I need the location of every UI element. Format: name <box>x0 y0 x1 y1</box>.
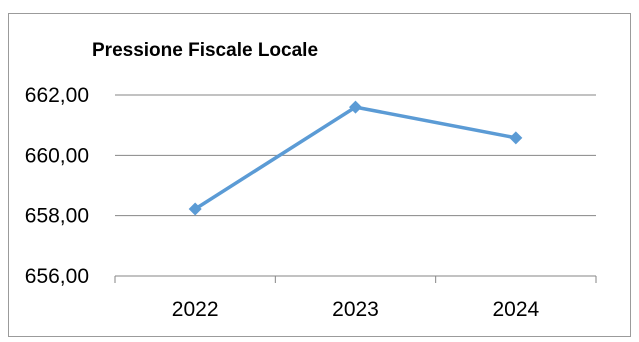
data-point-marker <box>349 100 362 114</box>
y-tick-label: 656,00 <box>25 265 89 288</box>
series-line <box>194 105 517 211</box>
data-point-marker <box>509 131 523 145</box>
x-axis <box>114 275 597 283</box>
y-axis-tick-labels: 656,00 658,00 660,00 662,00 <box>25 84 89 288</box>
chart-title: Pressione Fiscale Locale <box>92 40 319 61</box>
gridlines <box>115 94 596 217</box>
y-tick-label: 660,00 <box>25 144 89 167</box>
x-axis-tick-labels: 2022 2023 2024 <box>172 298 540 321</box>
y-tick-label: 658,00 <box>25 205 89 228</box>
series <box>188 100 523 216</box>
x-tick-label: 2022 <box>172 298 219 321</box>
chart-area <box>8 13 631 337</box>
y-tick-label: 662,00 <box>25 84 89 107</box>
data-point-marker <box>188 202 202 216</box>
x-tick-label: 2024 <box>492 298 539 321</box>
x-tick-label: 2023 <box>332 298 379 321</box>
